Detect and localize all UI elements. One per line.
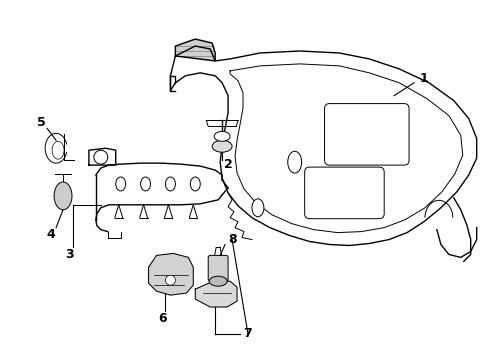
- FancyBboxPatch shape: [304, 167, 384, 219]
- Ellipse shape: [116, 177, 125, 191]
- Ellipse shape: [212, 140, 232, 152]
- Text: 6: 6: [158, 312, 166, 325]
- Ellipse shape: [190, 177, 200, 191]
- Ellipse shape: [251, 199, 264, 217]
- FancyBboxPatch shape: [208, 255, 227, 281]
- Polygon shape: [175, 39, 215, 61]
- FancyBboxPatch shape: [324, 104, 408, 165]
- Polygon shape: [195, 281, 237, 307]
- Text: 1: 1: [419, 72, 427, 85]
- Ellipse shape: [287, 151, 301, 173]
- Text: 8: 8: [227, 233, 236, 246]
- Ellipse shape: [54, 182, 72, 210]
- Ellipse shape: [141, 177, 150, 191]
- Text: 2: 2: [224, 158, 232, 171]
- Text: 4: 4: [47, 228, 55, 241]
- Text: 7: 7: [243, 327, 252, 340]
- Ellipse shape: [214, 131, 230, 141]
- Polygon shape: [148, 253, 193, 295]
- Text: 3: 3: [64, 248, 73, 261]
- Ellipse shape: [165, 177, 175, 191]
- Ellipse shape: [94, 150, 107, 164]
- Text: 5: 5: [37, 116, 45, 129]
- Ellipse shape: [165, 275, 175, 285]
- Ellipse shape: [209, 276, 226, 286]
